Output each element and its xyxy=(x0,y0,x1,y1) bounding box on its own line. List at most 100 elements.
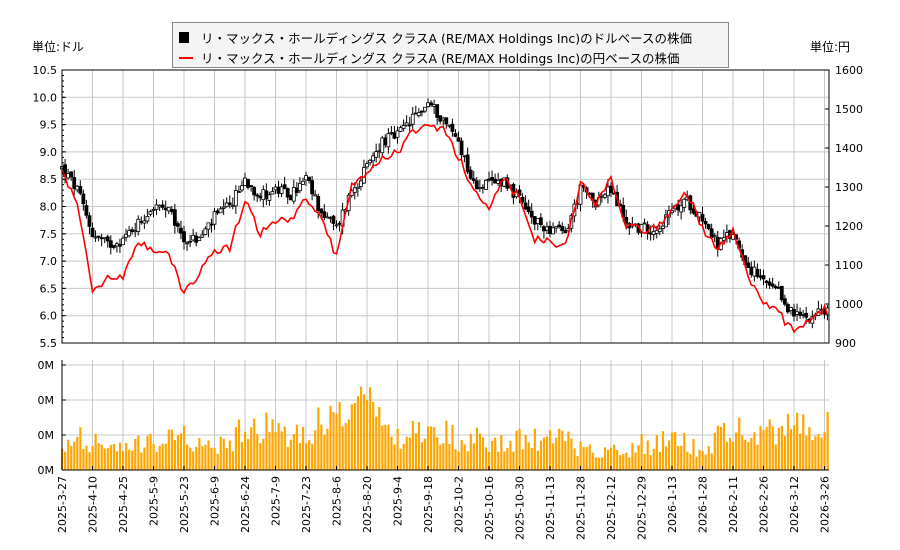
volume-bar xyxy=(698,449,701,470)
candle-body xyxy=(642,222,647,225)
candle-body xyxy=(218,208,223,214)
candle-body xyxy=(264,190,269,200)
volume-bar xyxy=(152,443,155,470)
volume-bar xyxy=(783,436,787,470)
x-tick-label: 2025-3-27 xyxy=(56,476,69,533)
volume-bar xyxy=(402,443,405,470)
volume-bar xyxy=(564,441,567,470)
volume-bar xyxy=(308,440,311,470)
y-tick-label-right: 1400 xyxy=(835,142,863,155)
candle-body xyxy=(761,275,766,280)
candle-body xyxy=(798,311,802,316)
candle-body xyxy=(169,208,174,213)
volume-bar xyxy=(805,435,808,470)
candle-body xyxy=(108,240,113,248)
volume-bar xyxy=(606,449,610,470)
volume-bar xyxy=(289,439,292,470)
candle-body xyxy=(304,175,308,181)
volume-bar xyxy=(131,450,134,470)
candle-body xyxy=(435,104,440,118)
volume-bar xyxy=(280,431,283,470)
volume-bar xyxy=(649,455,652,470)
candle-body xyxy=(429,102,433,106)
volume-bar xyxy=(164,443,167,470)
candle-body xyxy=(484,179,488,190)
volume-bar xyxy=(244,432,247,470)
volume-bar xyxy=(652,448,655,470)
candle-body xyxy=(294,187,299,193)
volume-bar xyxy=(411,420,414,470)
volume-bar xyxy=(704,454,707,470)
volume-bar xyxy=(613,444,616,470)
candle-body xyxy=(471,178,476,181)
candle-body xyxy=(401,125,406,129)
volume-bar xyxy=(488,452,491,470)
volume-bar xyxy=(585,447,588,470)
volume-bar xyxy=(82,448,85,470)
volume-bar xyxy=(170,429,173,470)
volume-bar xyxy=(588,444,591,470)
candle-body xyxy=(230,205,235,208)
volume-bar xyxy=(555,437,558,470)
candle-body xyxy=(258,195,263,199)
candle-body xyxy=(93,236,98,239)
candle-body xyxy=(182,231,186,243)
candle-body xyxy=(383,137,388,146)
volume-bar xyxy=(774,444,777,470)
volume-bar xyxy=(85,445,88,470)
candle-body xyxy=(133,230,138,233)
volume-bar xyxy=(536,450,539,470)
candle-body xyxy=(453,133,458,137)
y-tick-label-left: 7.5 xyxy=(40,228,58,241)
volume-bar xyxy=(637,445,640,470)
candle-body xyxy=(606,186,610,197)
candle-body xyxy=(432,104,437,107)
volume-bar xyxy=(710,453,713,470)
volume-bar xyxy=(747,442,750,470)
x-tick-label: 2025-10-16 xyxy=(483,476,496,540)
candle-body xyxy=(215,210,220,214)
candle-body xyxy=(337,222,342,225)
candle-body xyxy=(438,115,443,122)
candle-body xyxy=(545,226,549,231)
volume-bar xyxy=(658,451,661,470)
volume-bar xyxy=(768,419,771,470)
volume-bar xyxy=(259,443,262,470)
volume-bar xyxy=(677,446,680,470)
volume-bar xyxy=(497,451,500,470)
volume-bar xyxy=(405,436,408,470)
volume-bar xyxy=(234,427,238,470)
axes: 2025-3-27 2025-4-10 2025-4-25 2025-5-9 2025-… xyxy=(33,64,864,540)
volume-bar xyxy=(356,396,360,470)
y-tick-label-left: 6.5 xyxy=(40,282,58,295)
candle-body xyxy=(474,180,479,190)
volume-y-tick-label: 0M xyxy=(38,464,55,477)
volume-bar xyxy=(475,427,478,470)
volume-bar xyxy=(201,446,204,470)
candle-body xyxy=(124,233,128,238)
volume-bar xyxy=(576,456,579,470)
volume-bar xyxy=(271,419,274,470)
volume-bar xyxy=(216,453,219,470)
volume-bars xyxy=(61,386,829,470)
candle-body xyxy=(121,237,125,246)
candle-body xyxy=(776,287,781,289)
right-unit-label: 単位:円 xyxy=(810,40,851,54)
volume-bar xyxy=(292,434,295,470)
candle-body xyxy=(188,240,193,243)
candle-body xyxy=(209,223,214,226)
volume-bar xyxy=(91,446,94,470)
candle-body xyxy=(368,159,372,164)
volume-bar xyxy=(323,434,326,470)
y-tick-label-left: 10.5 xyxy=(33,64,58,77)
volume-bar xyxy=(738,417,741,470)
y-tick-label-right: 1600 xyxy=(835,64,863,77)
candle-body xyxy=(703,221,708,225)
candle-body xyxy=(105,236,110,242)
volume-bar xyxy=(597,457,600,470)
volume-bar xyxy=(579,441,582,470)
candle-body xyxy=(197,237,202,241)
volume-bar xyxy=(823,431,826,470)
volume-bar xyxy=(408,437,411,470)
candle-body xyxy=(307,176,311,181)
